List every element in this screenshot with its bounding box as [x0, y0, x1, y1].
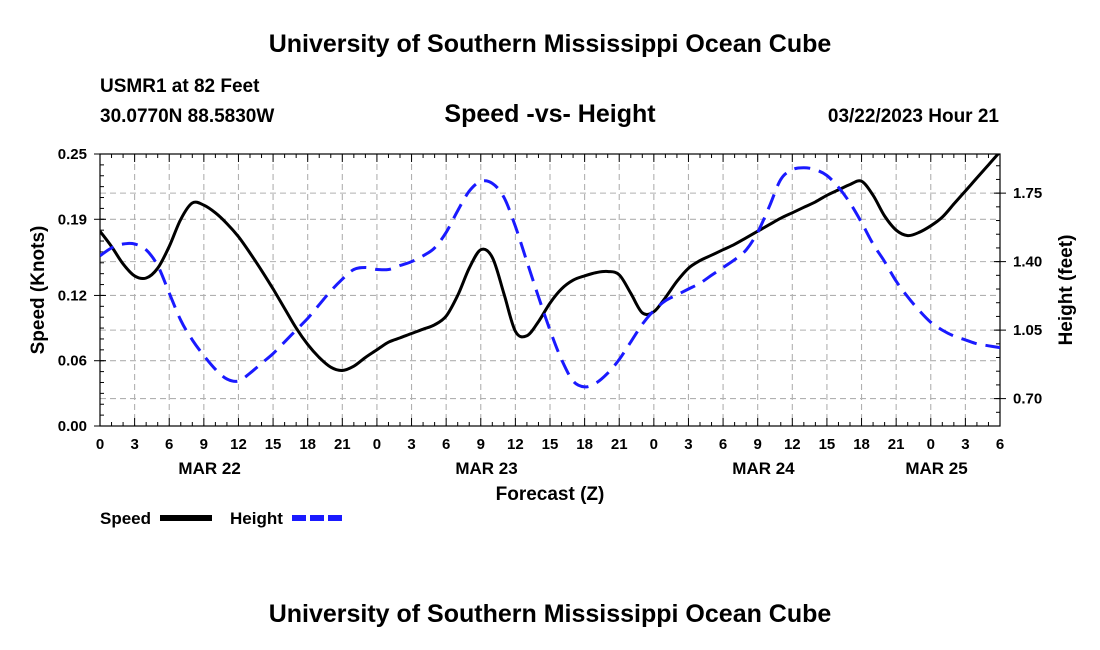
x-tick-label: 12 — [784, 436, 801, 453]
x-tick-label: 18 — [299, 436, 316, 453]
x-tick-label: 18 — [576, 436, 593, 453]
x-tick-label: 3 — [684, 436, 692, 453]
y2-tick-label: 0.70 — [1013, 391, 1042, 408]
x-tick-label: 15 — [542, 436, 559, 453]
series-line-speed — [100, 154, 1000, 373]
legend: Speed Height — [100, 509, 342, 528]
y-tick-label: 0.00 — [58, 418, 87, 435]
x-tick-label: 21 — [888, 436, 905, 453]
x-tick-label: 3 — [961, 436, 969, 453]
y-axis-title: Speed (Knots) — [28, 226, 49, 355]
axis-ticks — [94, 153, 1006, 427]
legend-label-height: Height — [230, 509, 283, 528]
axis-labels: 0 3 6 9 12 15 18 21 0 3 6 9 12 15 18 21 0 3 6 9 12 15 18 21 0 3 6 0… — [28, 146, 1077, 505]
x-tick-label: 12 — [230, 436, 247, 453]
y-tick-label: 0.06 — [58, 353, 87, 370]
x-tick-label: 21 — [611, 436, 628, 453]
x-tick-label: 9 — [200, 436, 208, 453]
x-tick-label: 9 — [754, 436, 762, 453]
date-label: MAR 24 — [732, 459, 795, 478]
x-tick-label: 0 — [373, 436, 381, 453]
x-tick-label: 18 — [853, 436, 870, 453]
x-tick-label: 12 — [507, 436, 524, 453]
y-tick-label: 0.19 — [58, 211, 87, 228]
date-label: MAR 22 — [178, 459, 240, 478]
x-tick-label: 3 — [130, 436, 138, 453]
x-tick-label: 6 — [719, 436, 727, 453]
x-tick-label: 6 — [996, 436, 1004, 453]
forecast-datetime: 03/22/2023 Hour 21 — [827, 106, 999, 127]
x-tick-label: 6 — [165, 436, 173, 453]
y2-tick-label: 1.40 — [1013, 254, 1042, 271]
x-tick-label: 15 — [819, 436, 836, 453]
x-tick-label: 21 — [334, 436, 351, 453]
station-label: USMR1 at 82 Feet — [100, 76, 260, 97]
y-tick-label: 0.25 — [58, 146, 87, 163]
x-tick-label: 0 — [927, 436, 935, 453]
y2-axis-title: Height (feet) — [1056, 235, 1077, 346]
y2-tick-label: 1.05 — [1013, 322, 1042, 339]
legend-label-speed: Speed — [100, 509, 151, 528]
series-line-height — [100, 166, 1000, 389]
x-tick-label: 3 — [407, 436, 415, 453]
x-tick-label: 9 — [477, 436, 485, 453]
x-tick-label: 6 — [442, 436, 450, 453]
x-tick-label: 0 — [650, 436, 658, 453]
grid — [100, 154, 1000, 426]
x-tick-label: 0 — [96, 436, 104, 453]
y-tick-label: 0.12 — [58, 287, 87, 304]
x-axis-title: Forecast (Z) — [496, 484, 605, 505]
y2-tick-label: 1.75 — [1013, 185, 1042, 202]
date-label: MAR 25 — [905, 459, 967, 478]
chart-main-title: University of Southern Mississippi Ocean… — [268, 30, 832, 58]
station-coordinates: 30.0770N 88.5830W — [100, 106, 275, 127]
footer-title: University of Southern Mississippi Ocean… — [268, 600, 832, 628]
date-label: MAR 23 — [455, 459, 517, 478]
x-tick-label: 15 — [265, 436, 282, 453]
chart-subtitle: Speed -vs- Height — [444, 100, 656, 128]
series-lines — [100, 154, 1000, 389]
